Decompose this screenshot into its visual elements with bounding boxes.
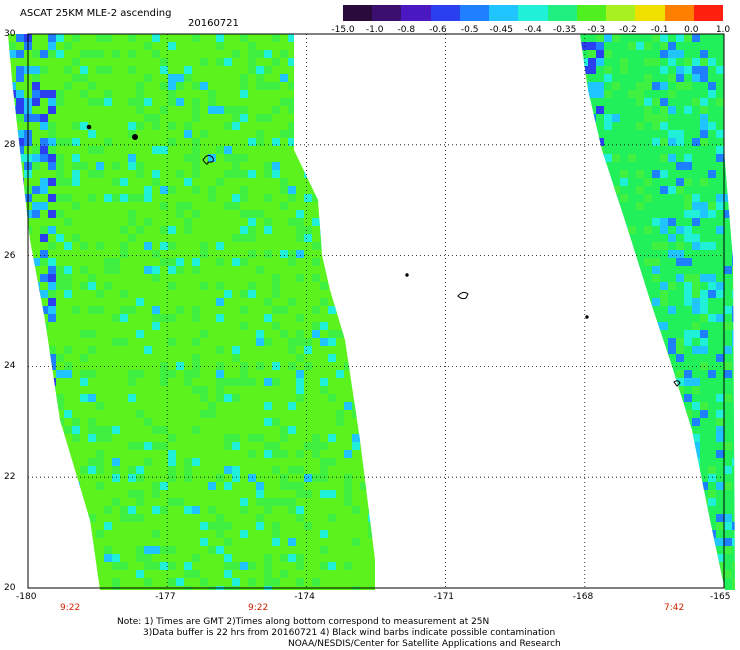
- colorbar-swatch: [606, 5, 636, 21]
- colorbar-label: -0.3: [587, 25, 606, 35]
- colorbar-label: -0.45: [489, 25, 513, 35]
- note-line-2: 3)Data buffer is 22 hrs from 20160721 4)…: [143, 628, 556, 638]
- time-label-2: 9:22: [248, 603, 269, 613]
- lat-tick-label: 28: [4, 139, 16, 150]
- lon-tick-label: -174: [294, 592, 315, 602]
- colorbar-label: -1.0: [365, 25, 384, 35]
- time-label-3: 7:42: [664, 603, 685, 613]
- colorbar-label: -0.6: [429, 25, 447, 35]
- colorbar-label: -0.8: [397, 25, 416, 35]
- colorbar-label: 1.0: [715, 25, 731, 35]
- west-swath: [8, 34, 375, 590]
- time-label-1: 9:22: [60, 603, 81, 613]
- island-outlines: [86, 124, 681, 387]
- colorbar-swatch: [576, 5, 607, 21]
- colorbar-swatch: [343, 5, 373, 21]
- colorbar-swatch: [635, 5, 665, 21]
- lon-tick-label: -171: [433, 592, 455, 602]
- lat-tick-label: 22: [4, 472, 16, 483]
- lon-tick-label: -180: [16, 592, 37, 602]
- colorbar-swatch: [372, 5, 402, 21]
- lat-tick-label: 24: [4, 361, 16, 372]
- colorbar-label: -0.1: [650, 25, 669, 35]
- colorbar-swatch: [459, 5, 490, 21]
- lon-tick-label: -177: [155, 592, 176, 602]
- colorbar-label: -0.35: [553, 25, 577, 35]
- map-frame: [27, 33, 725, 589]
- colorbar-swatch: [489, 5, 519, 21]
- colorbar-label: -0.4: [524, 25, 542, 35]
- plot-date: 20160721: [188, 18, 239, 29]
- lon-tick-label: -165: [710, 592, 731, 602]
- graticule: [28, 34, 724, 588]
- lon-tick-label: -168: [572, 592, 594, 602]
- colorbar-label: -0.2: [619, 25, 637, 35]
- lat-tick-label: 26: [4, 250, 16, 261]
- east-swath: [580, 34, 735, 590]
- lat-tick-label: 30: [4, 29, 16, 39]
- colorbar-label: -15.0: [331, 25, 355, 35]
- note-line-1: Note: 1) Times are GMT 2)Times along bot…: [117, 617, 490, 627]
- colorbar-label: 0.0: [684, 25, 699, 35]
- colorbar-swatch: [401, 5, 431, 21]
- lat-tick-label: 20: [4, 583, 16, 593]
- colorbar: [343, 5, 724, 21]
- colorbar-swatch: [430, 5, 460, 21]
- note-line-3: NOAA/NESDIS/Center for Satellite Applica…: [288, 639, 561, 649]
- colorbar-swatch: [518, 5, 548, 21]
- plot-title: ASCAT 25KM MLE-2 ascending: [20, 8, 172, 19]
- colorbar-label: -0.5: [460, 25, 479, 35]
- colorbar-swatch: [693, 5, 724, 21]
- colorbar-swatch: [664, 5, 694, 21]
- colorbar-swatch: [547, 5, 577, 21]
